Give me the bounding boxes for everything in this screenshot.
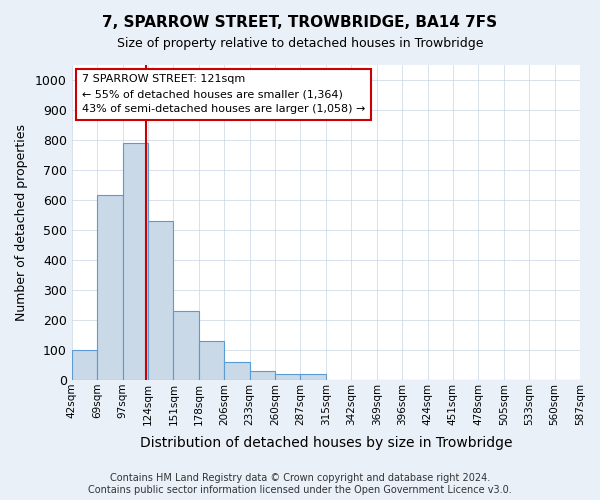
Text: 7 SPARROW STREET: 121sqm
← 55% of detached houses are smaller (1,364)
43% of sem: 7 SPARROW STREET: 121sqm ← 55% of detach… (82, 74, 365, 114)
Bar (97, 196, 122, 380)
Bar (148, 221, 173, 380)
X-axis label: Distribution of detached houses by size in Trowbridge: Distribution of detached houses by size … (140, 436, 512, 450)
Bar (122, 143, 148, 380)
Text: Contains HM Land Registry data © Crown copyright and database right 2024.
Contai: Contains HM Land Registry data © Crown c… (88, 474, 512, 495)
Text: 7, SPARROW STREET, TROWBRIDGE, BA14 7FS: 7, SPARROW STREET, TROWBRIDGE, BA14 7FS (103, 15, 497, 30)
Bar (173, 311, 199, 380)
Bar (199, 341, 224, 380)
Bar (250, 371, 275, 380)
Bar (224, 362, 250, 380)
Y-axis label: Number of detached properties: Number of detached properties (15, 124, 28, 321)
Bar (301, 374, 326, 380)
Text: Size of property relative to detached houses in Trowbridge: Size of property relative to detached ho… (117, 38, 483, 51)
Bar (275, 374, 301, 380)
Bar (71, 350, 97, 380)
